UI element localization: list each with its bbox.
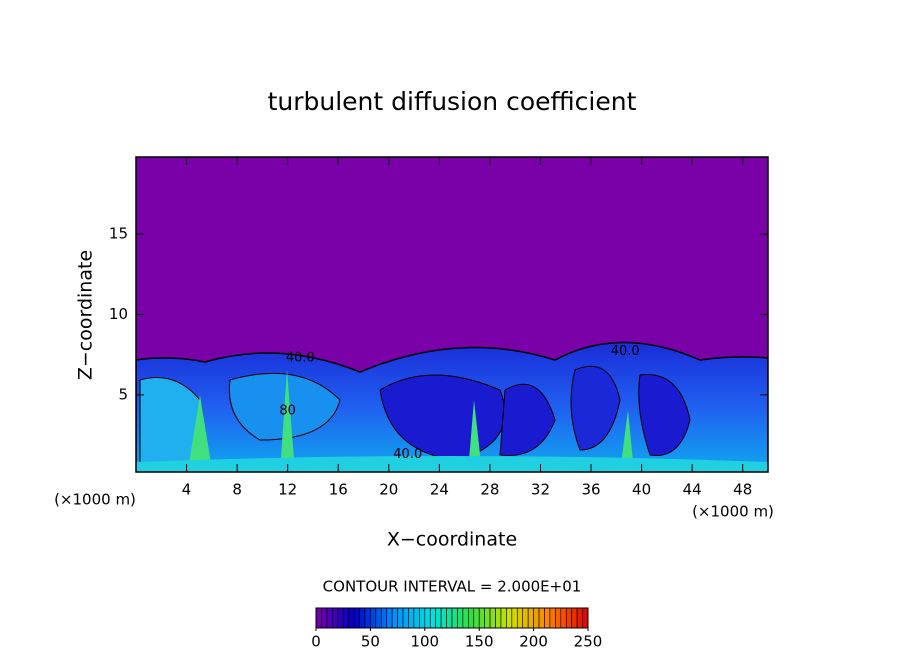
colorbar-cell (468, 607, 475, 629)
colorbar-cell (391, 607, 398, 629)
colorbar-cell (473, 607, 480, 629)
colorbar-cell (511, 607, 518, 629)
contour-interval: CONTOUR INTERVAL = 2.000E+01 (323, 578, 582, 596)
colorbar-cell (397, 607, 404, 629)
colorbar-cell (446, 607, 453, 629)
x-tick-label: 48 (733, 481, 752, 499)
y-axis-label: Z−coordinate (75, 250, 97, 380)
x-tick-label: 8 (232, 481, 242, 499)
x-axis-label: X−coordinate (387, 529, 517, 551)
colorbar-tick-label: 0 (311, 633, 321, 651)
x-tick-label: 12 (278, 481, 297, 499)
colorbar-cell (315, 607, 322, 629)
colorbar-cell (495, 607, 502, 629)
x-tick-label: 4 (182, 481, 192, 499)
x-tick-label: 20 (379, 481, 398, 499)
colorbar-cell (522, 607, 529, 629)
colorbar-cell (538, 607, 545, 629)
x-tick-label: 44 (683, 481, 702, 499)
x-unit-label: (×1000 m) (54, 491, 136, 509)
colorbar-tick-label: 50 (361, 633, 380, 651)
colorbar-cell (370, 607, 377, 629)
contour-label: 40.0 (611, 344, 640, 359)
colorbar-cell (549, 607, 556, 629)
colorbar-cell (408, 607, 415, 629)
colorbar-cell (380, 607, 388, 629)
eddy (499, 383, 556, 457)
colorbar-cell (462, 607, 469, 629)
colorbar-tick-label: 250 (574, 633, 603, 651)
x-tick-label: 40 (632, 481, 651, 499)
colorbar-cell (321, 607, 328, 629)
y-tick-label: 15 (109, 225, 128, 243)
colorbar-cell (332, 607, 339, 629)
colorbar-cell (506, 607, 513, 629)
colorbar-tick-label: 150 (465, 633, 494, 651)
colorbar-cell (402, 607, 409, 629)
colorbar-cell (565, 607, 572, 629)
colorbar-cell (533, 607, 540, 629)
colorbar-tick-label: 200 (519, 633, 548, 651)
colorbar-cell (386, 607, 393, 629)
colorbar-cell (527, 607, 534, 629)
colorbar-cell (571, 607, 578, 629)
colorbar-cell (516, 607, 524, 629)
colorbar-cell (478, 607, 485, 629)
colorbar-cell (544, 607, 551, 629)
colorbar-cell (582, 607, 589, 629)
colorbar-cell (326, 607, 333, 629)
colorbar-cell (435, 607, 442, 629)
plume (188, 395, 212, 470)
eddy (638, 374, 691, 457)
colorbar-cell (353, 607, 360, 629)
plume (468, 400, 482, 472)
contour-label: 40.0 (286, 350, 315, 365)
y-tick-label: 5 (118, 385, 128, 403)
field (136, 341, 768, 472)
colorbar-cell (429, 607, 436, 629)
plume (280, 370, 295, 472)
colorbar-cell (413, 607, 420, 629)
colorbar-cell (424, 607, 431, 629)
x-tick-label: 16 (329, 481, 348, 499)
colorbar-cell (451, 607, 458, 629)
surface-layer (136, 456, 768, 472)
plume (620, 410, 634, 472)
eddy (570, 365, 621, 451)
colorbar-cell (560, 607, 567, 629)
x-tick-label: 36 (581, 481, 600, 499)
colorbar-cell (342, 607, 349, 629)
colorbar-cell (457, 607, 464, 629)
colorbar-tick-label: 100 (410, 633, 439, 651)
colorbar-frame (315, 607, 589, 629)
colorbar-cell (500, 607, 507, 629)
x-unit-label: (×1000 m) (692, 503, 774, 521)
x-tick-label: 24 (430, 481, 449, 499)
chart-title: turbulent diffusion coefficient (268, 87, 637, 116)
colorbar-cell (484, 607, 491, 629)
colorbar-cell (419, 607, 426, 629)
colorbar-cell (364, 607, 371, 629)
colorbar-cell (375, 607, 382, 629)
contour-label: 40.0 (393, 447, 422, 462)
colorbar-cell (555, 607, 562, 629)
colorbar-cell (576, 607, 583, 629)
colorbar-cell (489, 607, 496, 629)
x-tick-label: 32 (531, 481, 550, 499)
colorbar-cell (337, 607, 344, 629)
x-tick-label: 28 (480, 481, 499, 499)
contour-label: 80 (279, 403, 296, 418)
colorbar-cell (348, 607, 355, 629)
y-tick-label: 10 (109, 305, 128, 323)
colorbar-cell (440, 607, 447, 629)
colorbar-cell (359, 607, 366, 629)
